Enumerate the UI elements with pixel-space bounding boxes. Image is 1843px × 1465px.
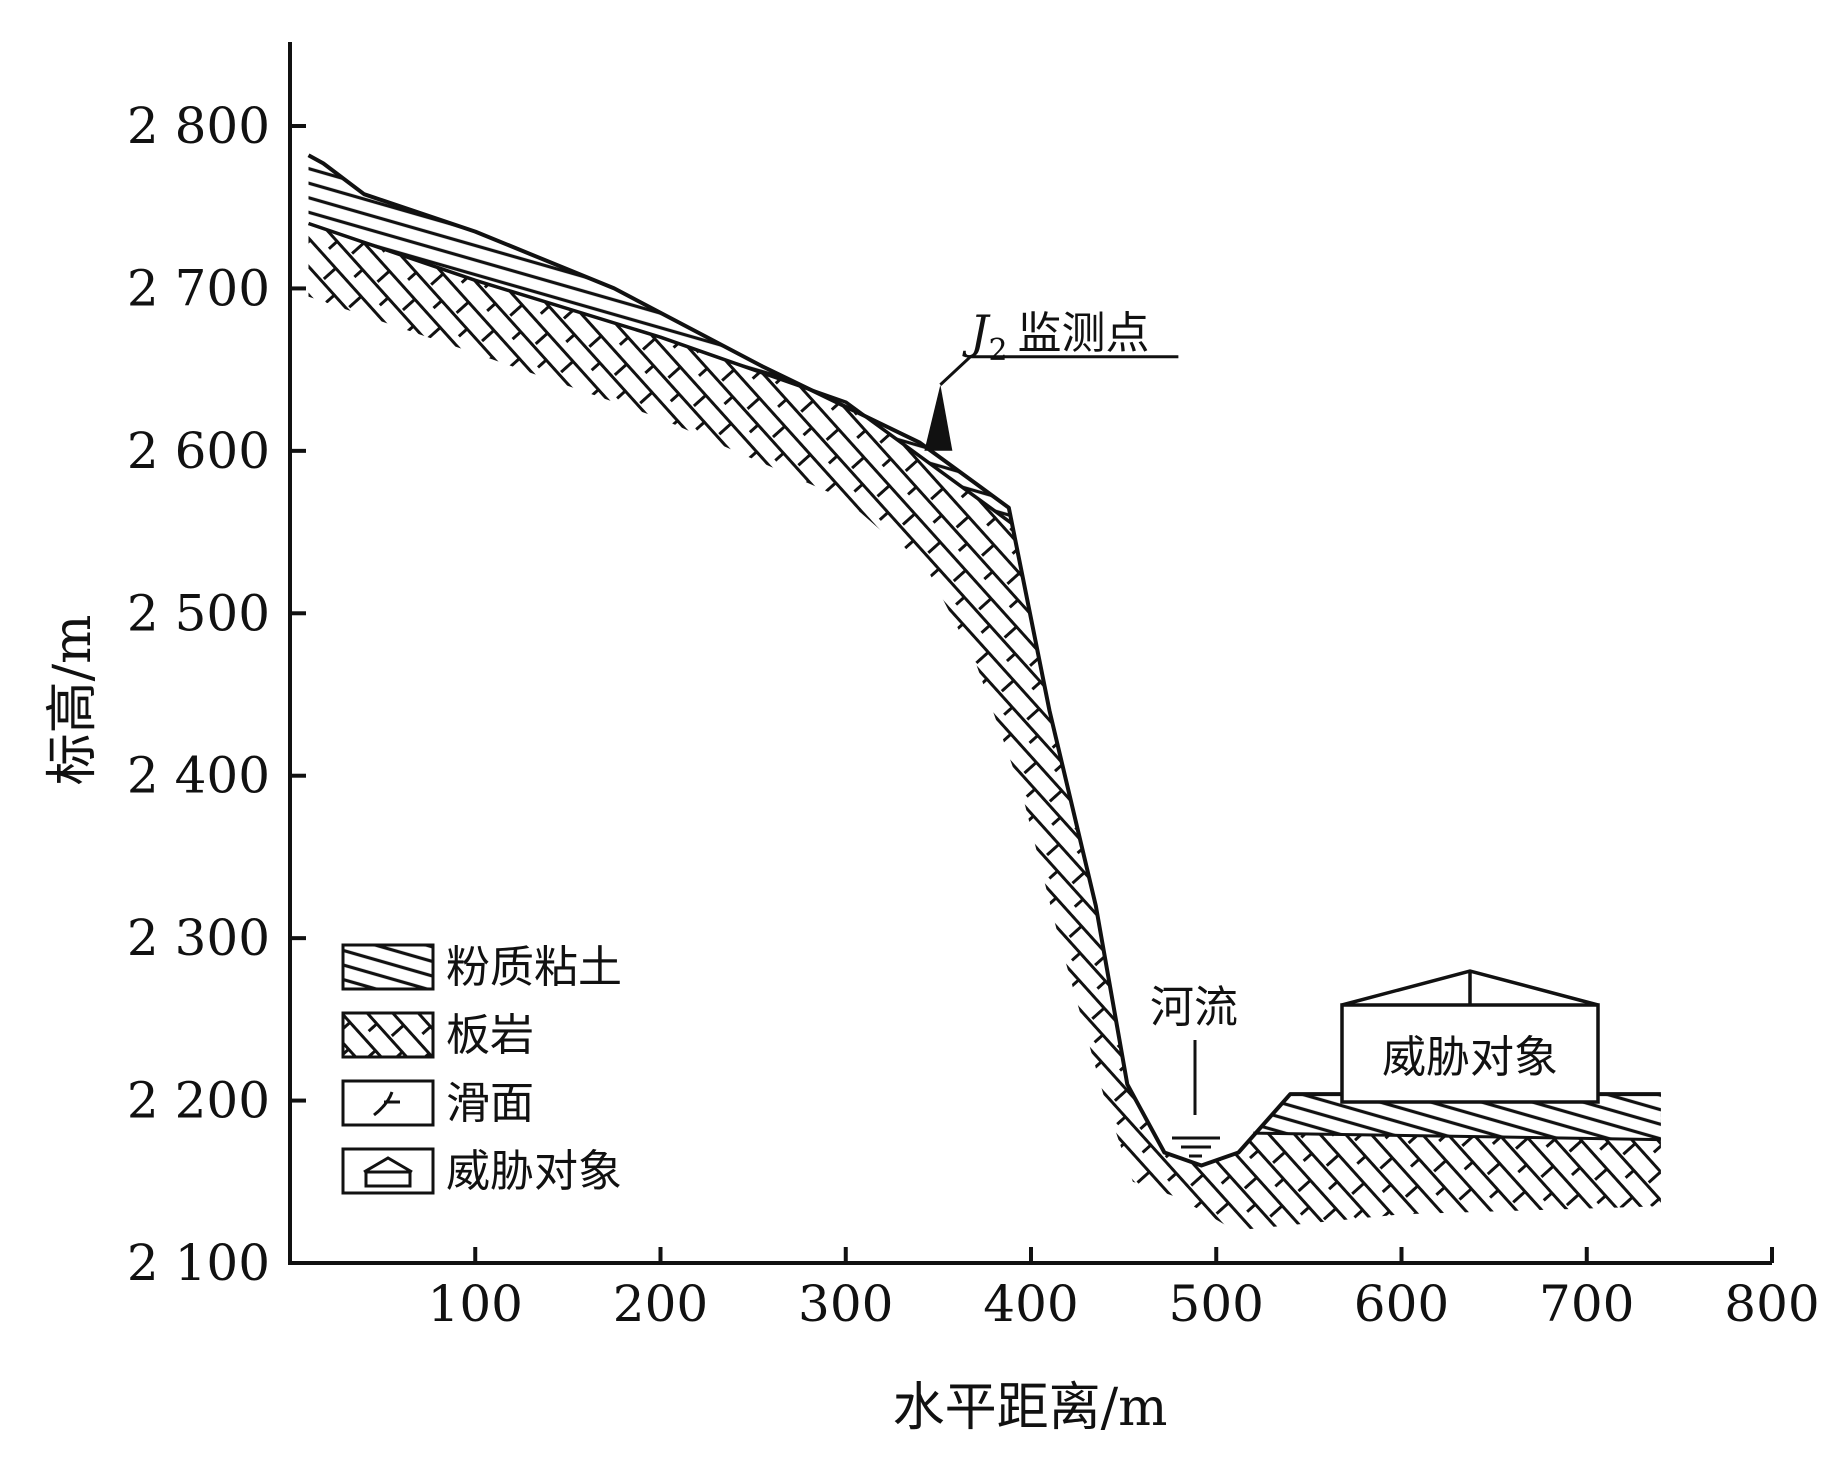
- x-tick-label: 200: [613, 1275, 708, 1333]
- axes: 2 100 2 200 2 300 2 400 2 500 2 600 2 700 2 800…: [43, 42, 1820, 1438]
- building-body: [1340, 1003, 1600, 1104]
- legend-item-threatened-object: 威胁对象: [341, 1146, 622, 1197]
- monitoring-point-marker-icon: [924, 384, 953, 451]
- y-tick-label: 2 600: [127, 422, 270, 480]
- y-axis-title: 标高/m: [43, 615, 103, 786]
- legend-item-silty-clay: 粉质粘土: [341, 942, 622, 993]
- terrace-clay-layer: [1253, 1094, 1661, 1140]
- legend-item-slate: 板岩: [341, 1010, 534, 1061]
- y-tick-label: 2 100: [127, 1234, 270, 1292]
- x-axis-title: 水平距离/m: [893, 1378, 1168, 1438]
- x-tick-label: 800: [1724, 1275, 1819, 1333]
- river: 河流: [1150, 982, 1238, 1158]
- slate-swatch: [341, 1011, 435, 1059]
- legend-label-slate: 板岩: [446, 1010, 534, 1061]
- x-ticks: 100 200 300 400 500 600 700 800: [428, 1247, 1820, 1333]
- x-tick-label: 400: [983, 1275, 1078, 1333]
- y-tick-label: 2 300: [127, 909, 270, 967]
- river-label: 河流: [1150, 982, 1238, 1033]
- legend-label-silty-clay: 粉质粘土: [446, 942, 622, 993]
- silty-clay-swatch: [341, 943, 435, 991]
- slip-surface-icon: [373, 1091, 400, 1117]
- legend-item-slip-surface: 滑面: [341, 1078, 534, 1129]
- legend: 粉质粘土 板岩 滑面 威胁对象: [341, 942, 622, 1197]
- y-tick-label: 2 700: [127, 259, 270, 317]
- x-tick-label: 300: [798, 1275, 893, 1333]
- legend-label-slip-surface: 滑面: [446, 1078, 534, 1129]
- monitoring-point-leader-line: [939, 355, 1179, 386]
- ground-surface-line: [307, 153, 1661, 1168]
- y-tick-label: 2 500: [127, 584, 270, 642]
- legend-label-threatened-object: 威胁对象: [446, 1146, 622, 1197]
- building-label: 威胁对象: [1382, 1032, 1558, 1083]
- silty-clay-layer: [308, 155, 1013, 524]
- x-tick-label: 700: [1539, 1275, 1634, 1333]
- y-ticks: 2 100 2 200 2 300 2 400 2 500 2 600 2 700 2 800: [127, 97, 306, 1292]
- monitoring-point-label: J2 监测点: [962, 305, 1150, 368]
- terrace-clay-base-line: [1253, 1131, 1661, 1142]
- threatened-object-building: 威胁对象: [1340, 969, 1600, 1104]
- geology-layers: [307, 153, 1661, 1231]
- house-icon: [363, 1156, 413, 1188]
- x-tick-label: 100: [428, 1275, 523, 1333]
- x-tick-label: 500: [1169, 1275, 1264, 1333]
- slip-surface-swatch: [341, 1079, 435, 1127]
- y-tick-label: 2 800: [127, 97, 270, 155]
- slip-surface-line: [307, 221, 1014, 526]
- monitoring-point: J2 监测点: [924, 305, 1179, 451]
- y-tick-label: 2 200: [127, 1072, 270, 1130]
- x-tick-label: 600: [1354, 1275, 1449, 1333]
- y-tick-label: 2 400: [127, 747, 270, 805]
- water-level-icon: [1172, 1136, 1220, 1158]
